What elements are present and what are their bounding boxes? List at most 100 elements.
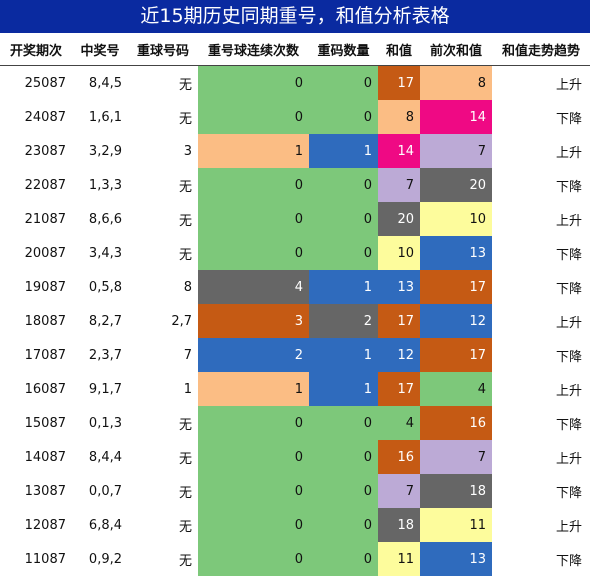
cell-consecutive: 0: [198, 542, 309, 576]
cell-sum: 4: [378, 406, 420, 440]
cell-repeat: 2,7: [128, 304, 198, 338]
cell-repeat: 无: [128, 168, 198, 202]
cell-sum: 11: [378, 542, 420, 576]
table-row: 11087 0,9,2 无 0 0 11 13 下降: [0, 542, 590, 576]
cell-numbers: 0,9,2: [72, 542, 128, 576]
cell-period: 20087: [0, 236, 72, 270]
cell-sum: 10: [378, 236, 420, 270]
cell-repeat-count: 0: [309, 474, 378, 508]
cell-trend: 上升: [492, 202, 590, 236]
cell-repeat-count: 0: [309, 100, 378, 134]
table-row: 17087 2,3,7 7 2 1 12 17 下降: [0, 338, 590, 372]
cell-prev-sum: 13: [420, 542, 492, 576]
cell-sum: 12: [378, 338, 420, 372]
cell-numbers: 3,4,3: [72, 236, 128, 270]
cell-repeat-count: 2: [309, 304, 378, 338]
cell-period: 18087: [0, 304, 72, 338]
cell-numbers: 0,5,8: [72, 270, 128, 304]
cell-numbers: 9,1,7: [72, 372, 128, 406]
table-row: 16087 9,1,7 1 1 1 17 4 上升: [0, 372, 590, 406]
cell-period: 17087: [0, 338, 72, 372]
cell-numbers: 1,6,1: [72, 100, 128, 134]
table-row: 25087 8,4,5 无 0 0 17 8 上升: [0, 65, 590, 100]
cell-sum: 18: [378, 508, 420, 542]
cell-prev-sum: 4: [420, 372, 492, 406]
cell-consecutive: 0: [198, 100, 309, 134]
cell-repeat: 无: [128, 440, 198, 474]
header-count: 重码数量: [309, 33, 378, 66]
header-sum: 和值: [378, 33, 420, 66]
cell-repeat: 7: [128, 338, 198, 372]
cell-trend: 上升: [492, 440, 590, 474]
table-row: 22087 1,3,3 无 0 0 7 20 下降: [0, 168, 590, 202]
cell-trend: 下降: [492, 542, 590, 576]
cell-prev-sum: 13: [420, 236, 492, 270]
cell-prev-sum: 16: [420, 406, 492, 440]
page-title: 近15期历史同期重号，和值分析表格: [0, 0, 590, 33]
cell-consecutive: 3: [198, 304, 309, 338]
cell-prev-sum: 17: [420, 270, 492, 304]
cell-trend: 下降: [492, 338, 590, 372]
cell-sum: 14: [378, 134, 420, 168]
cell-consecutive: 0: [198, 440, 309, 474]
cell-repeat-count: 0: [309, 65, 378, 100]
cell-sum: 16: [378, 440, 420, 474]
cell-prev-sum: 12: [420, 304, 492, 338]
cell-repeat: 无: [128, 100, 198, 134]
cell-consecutive: 0: [198, 202, 309, 236]
cell-trend: 下降: [492, 406, 590, 440]
cell-repeat-count: 0: [309, 542, 378, 576]
cell-period: 11087: [0, 542, 72, 576]
header-prev-sum: 前次和值: [420, 33, 492, 66]
header-trend: 和值走势趋势: [492, 33, 590, 66]
cell-numbers: 2,3,7: [72, 338, 128, 372]
cell-repeat: 8: [128, 270, 198, 304]
cell-numbers: 6,8,4: [72, 508, 128, 542]
cell-repeat: 无: [128, 236, 198, 270]
cell-trend: 下降: [492, 168, 590, 202]
table-row: 14087 8,4,4 无 0 0 16 7 上升: [0, 440, 590, 474]
cell-trend: 上升: [492, 65, 590, 100]
cell-repeat-count: 1: [309, 338, 378, 372]
cell-repeat-count: 0: [309, 236, 378, 270]
cell-consecutive: 0: [198, 508, 309, 542]
cell-sum: 7: [378, 168, 420, 202]
cell-trend: 上升: [492, 508, 590, 542]
cell-repeat-count: 0: [309, 168, 378, 202]
table-row: 18087 8,2,7 2,7 3 2 17 12 上升: [0, 304, 590, 338]
cell-repeat: 无: [128, 406, 198, 440]
cell-prev-sum: 14: [420, 100, 492, 134]
cell-numbers: 8,6,6: [72, 202, 128, 236]
cell-prev-sum: 7: [420, 134, 492, 168]
cell-trend: 上升: [492, 372, 590, 406]
cell-consecutive: 0: [198, 474, 309, 508]
cell-consecutive: 1: [198, 372, 309, 406]
cell-repeat: 无: [128, 542, 198, 576]
cell-prev-sum: 8: [420, 65, 492, 100]
cell-repeat: 无: [128, 508, 198, 542]
table-row: 20087 3,4,3 无 0 0 10 13 下降: [0, 236, 590, 270]
cell-period: 19087: [0, 270, 72, 304]
cell-consecutive: 1: [198, 134, 309, 168]
header-row: 开奖期次 中奖号 重球号码 重号球连续次数 重码数量 和值 前次和值 和值走势趋…: [0, 33, 590, 66]
cell-trend: 下降: [492, 100, 590, 134]
cell-prev-sum: 17: [420, 338, 492, 372]
cell-sum: 17: [378, 304, 420, 338]
cell-consecutive: 0: [198, 168, 309, 202]
table-row: 13087 0,0,7 无 0 0 7 18 下降: [0, 474, 590, 508]
cell-prev-sum: 18: [420, 474, 492, 508]
cell-repeat: 1: [128, 372, 198, 406]
cell-repeat-count: 1: [309, 134, 378, 168]
table-row: 21087 8,6,6 无 0 0 20 10 上升: [0, 202, 590, 236]
cell-period: 23087: [0, 134, 72, 168]
cell-sum: 17: [378, 65, 420, 100]
cell-numbers: 1,3,3: [72, 168, 128, 202]
table-row: 15087 0,1,3 无 0 0 4 16 下降: [0, 406, 590, 440]
cell-period: 12087: [0, 508, 72, 542]
cell-repeat-count: 1: [309, 372, 378, 406]
table-row: 12087 6,8,4 无 0 0 18 11 上升: [0, 508, 590, 542]
cell-trend: 上升: [492, 134, 590, 168]
cell-period: 13087: [0, 474, 72, 508]
cell-repeat-count: 0: [309, 508, 378, 542]
cell-sum: 13: [378, 270, 420, 304]
